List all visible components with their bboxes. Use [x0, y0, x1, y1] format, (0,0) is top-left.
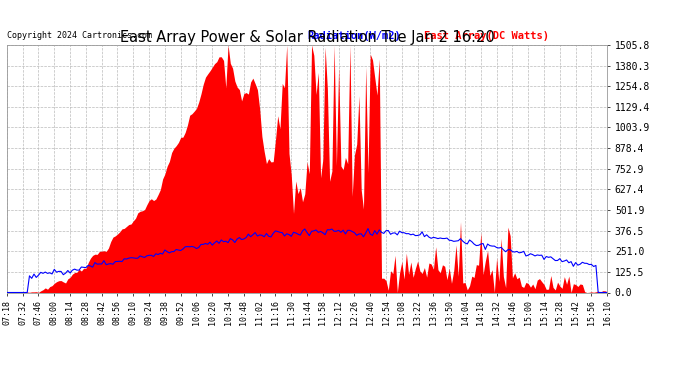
Text: East Array(DC Watts): East Array(DC Watts): [424, 32, 549, 41]
Text: Radiation(W/m2): Radiation(W/m2): [307, 32, 401, 41]
Title: East Array Power & Solar Radiation Tue Jan 2 16:20: East Array Power & Solar Radiation Tue J…: [119, 30, 495, 45]
Text: Copyright 2024 Cartronics.com: Copyright 2024 Cartronics.com: [7, 32, 152, 40]
